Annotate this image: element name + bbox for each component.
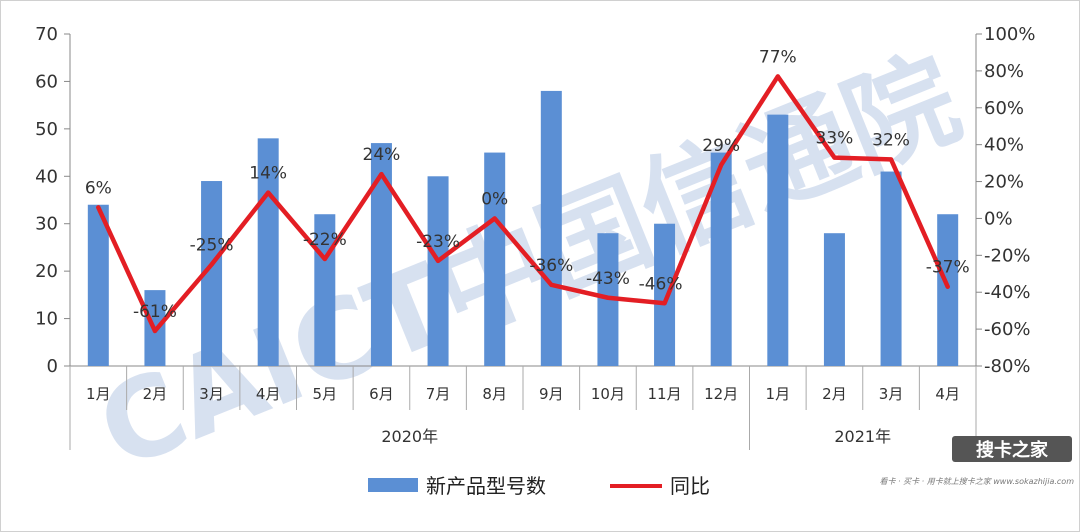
bar xyxy=(484,152,506,366)
bar xyxy=(257,138,279,366)
line-point xyxy=(209,262,214,267)
line-point xyxy=(719,162,724,167)
category-label: 10月 xyxy=(591,385,625,403)
y-left-tick-label: 60 xyxy=(35,71,58,92)
line-point xyxy=(662,301,667,306)
bar xyxy=(654,223,676,366)
line-data-label: 32% xyxy=(872,130,910,150)
y-right-tick-label: -80% xyxy=(984,356,1031,377)
category-label: 12月 xyxy=(704,385,738,403)
category-label: 9月 xyxy=(539,385,564,403)
category-label: 11月 xyxy=(648,385,682,403)
line-point xyxy=(379,172,384,177)
category-label: 4月 xyxy=(935,385,960,403)
y-left-tick-label: 0 xyxy=(47,356,58,377)
line-data-label: -36% xyxy=(529,256,573,276)
y-left-tick-label: 20 xyxy=(35,261,58,282)
line-point xyxy=(945,284,950,289)
y-right-tick-label: -60% xyxy=(984,319,1031,340)
line-point xyxy=(96,205,101,210)
bar xyxy=(427,176,449,366)
bar xyxy=(87,204,109,366)
line-data-label: -61% xyxy=(133,302,177,322)
group-label: 2020年 xyxy=(381,427,438,446)
line-point xyxy=(605,295,610,300)
bar xyxy=(201,181,223,366)
bar xyxy=(710,152,732,366)
category-label: 7月 xyxy=(426,385,451,403)
line-point xyxy=(832,155,837,160)
category-label: 2月 xyxy=(143,385,168,403)
line-data-label: 24% xyxy=(363,145,401,165)
line-point xyxy=(152,328,157,333)
y-right-tick-label: 20% xyxy=(984,172,1024,193)
line-data-label: -37% xyxy=(926,258,970,278)
line-data-label: -22% xyxy=(303,230,347,250)
bar-series xyxy=(87,90,959,367)
y-right-tick-label: 100% xyxy=(984,24,1035,45)
line-point xyxy=(266,190,271,195)
bar xyxy=(767,114,789,366)
line-data-label: 14% xyxy=(249,164,287,184)
y-left-tick-label: 40 xyxy=(35,166,58,187)
y-left-tick-label: 30 xyxy=(35,214,58,235)
y-right-tick-label: 0% xyxy=(984,208,1013,229)
line-data-label: -23% xyxy=(416,232,460,252)
category-label: 5月 xyxy=(313,385,338,403)
category-label: 3月 xyxy=(199,385,224,403)
line-point xyxy=(775,74,780,79)
category-label: 3月 xyxy=(879,385,904,403)
legend-line-label: 同比 xyxy=(670,474,710,498)
bar xyxy=(540,90,562,367)
category-label: 4月 xyxy=(256,385,281,403)
data-labels: 6% -61% -25% 14% -22% 24% -23% 0% -36% -43% -46% 29… xyxy=(85,47,970,322)
line-data-label: -25% xyxy=(190,236,234,256)
bar xyxy=(370,143,392,366)
line-point xyxy=(436,258,441,263)
y-right-tick-label: 40% xyxy=(984,135,1024,156)
group-label: 2021年 xyxy=(834,427,891,446)
line-data-label: 29% xyxy=(702,136,740,156)
legend-bar-label: 新产品型号数 xyxy=(426,474,546,498)
legend: 新产品型号数 同比 xyxy=(368,474,710,498)
corner-logo-subtitle: 看卡 · 买卡 · 用卡就上搜卡之家 www.sokazhijia.com xyxy=(879,477,1074,486)
bar xyxy=(880,171,902,366)
bar xyxy=(823,233,845,366)
y-right-tick-label: -40% xyxy=(984,282,1031,303)
legend-bar-swatch xyxy=(368,478,418,492)
line-point xyxy=(492,216,497,221)
category-label: 6月 xyxy=(369,385,394,403)
line-series xyxy=(96,74,950,334)
y-left-tick-label: 50 xyxy=(35,119,58,140)
line-point xyxy=(889,157,894,162)
corner-logo-box xyxy=(952,436,1072,462)
line-point xyxy=(322,257,327,262)
line-data-label: -43% xyxy=(586,269,630,289)
yoy-line xyxy=(96,74,950,334)
line-data-label: 6% xyxy=(85,178,112,198)
y-left-tick-label: 10 xyxy=(35,309,58,330)
category-label: 1月 xyxy=(766,385,791,403)
y-right-tick-label: 80% xyxy=(984,61,1024,82)
y-left-tick-label: 70 xyxy=(35,24,58,45)
corner-logo-title: 搜卡之家 xyxy=(976,439,1049,461)
y-right-tick-label: 60% xyxy=(984,98,1024,119)
line-point xyxy=(549,282,554,287)
corner-logo: 搜卡之家 看卡 · 买卡 · 用卡就上搜卡之家 www.sokazhijia.c… xyxy=(879,436,1074,486)
line-data-label: 77% xyxy=(759,47,797,67)
line-data-label: 0% xyxy=(481,189,508,209)
bar xyxy=(937,214,959,366)
line-data-label: -46% xyxy=(639,274,683,294)
line-data-label: 33% xyxy=(816,129,854,149)
category-label: 2月 xyxy=(822,385,847,403)
category-label: 1月 xyxy=(86,385,111,403)
y-right-tick-label: -20% xyxy=(984,245,1031,266)
category-label: 8月 xyxy=(482,385,507,403)
